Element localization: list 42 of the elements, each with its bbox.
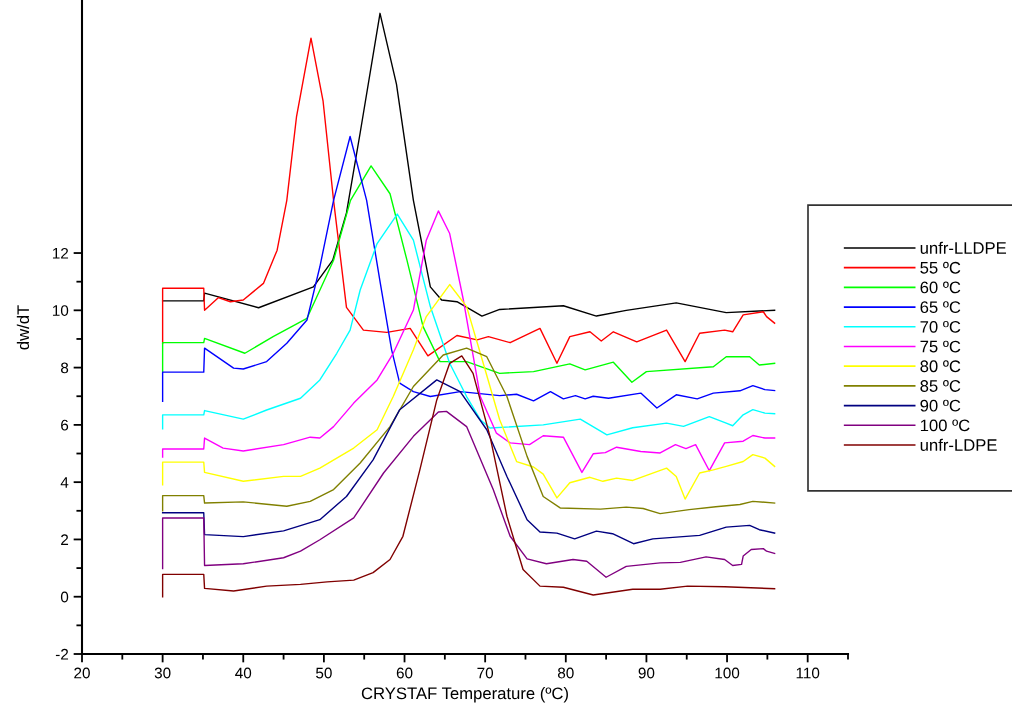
y-tick-label: 10 (52, 305, 69, 316)
y-tick-label: 4 (60, 477, 69, 488)
x-tick-label: 110 (796, 667, 820, 679)
line-series (161, 210, 776, 474)
x-tick-label: 20 (74, 667, 90, 679)
legend-label: 60 ºC (920, 281, 961, 294)
x-tick-label: 50 (316, 667, 332, 679)
legend-label: 100 ºC (920, 419, 970, 432)
line-series (161, 213, 776, 436)
x-tick-label: 70 (477, 667, 494, 679)
line-series (161, 12, 776, 317)
legend-label: unfr-LDPE (920, 438, 997, 451)
legend-label: 70 ºC (920, 320, 961, 333)
y-tick-label: 2 (61, 534, 69, 545)
y-tick-label: 6 (61, 419, 69, 431)
legend-label: 85 ºC (920, 380, 961, 392)
x-tick-label: 100 (715, 667, 740, 679)
y-tick-label: 0 (60, 591, 69, 603)
legend-label: 80 ºC (920, 360, 961, 373)
x-tick-label: 80 (557, 667, 574, 679)
line-series (161, 135, 776, 409)
line-series (161, 37, 776, 364)
x-tick-label: 60 (396, 667, 413, 679)
legend-label: 75 ºC (920, 340, 961, 353)
line-series (161, 165, 776, 383)
y-axis-title: dw/dT (16, 305, 30, 350)
x-tick-label: 40 (235, 667, 252, 679)
y-tick-label: -2 (55, 648, 69, 660)
legend-label: 90 ºC (920, 399, 961, 412)
line-series (161, 283, 776, 500)
legend-label: unfr-LLDPE (920, 241, 1007, 254)
x-axis-title: CRYSTAF Temperature (ºC) (361, 686, 568, 703)
y-tick-label: 12 (52, 247, 69, 259)
line-series (161, 347, 776, 515)
x-tick-label: 90 (638, 667, 655, 679)
line-series (161, 379, 776, 545)
legend-label: 55 ºC (920, 261, 961, 274)
line-series (161, 410, 776, 578)
y-tick-label: 8 (60, 362, 69, 374)
legend-label: 65 ºC (920, 301, 961, 314)
x-tick-label: 30 (154, 667, 171, 679)
line-series (161, 355, 776, 598)
